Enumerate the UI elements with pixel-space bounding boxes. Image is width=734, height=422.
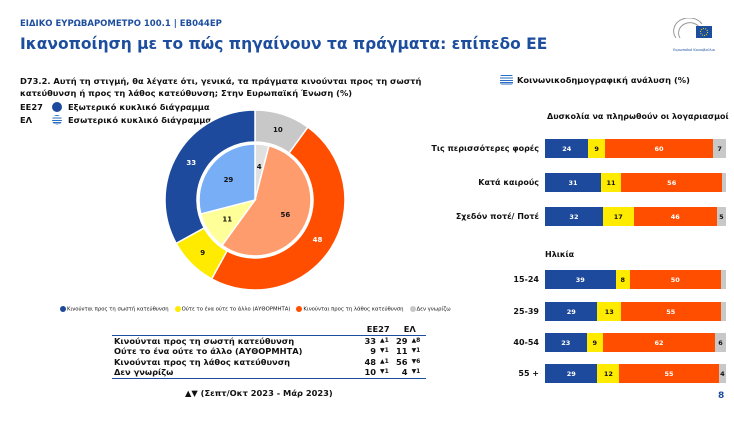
page-number: 8 — [718, 391, 725, 401]
bar-segment: 32 — [545, 207, 603, 226]
pie-outer-label-0: 33 — [186, 159, 196, 167]
bar-category-label: Τις περισσότερες φορές — [431, 144, 539, 153]
bar-segment: 17 — [602, 207, 634, 226]
bills-title: Δυσκολία να πληρωθούν οι λογαριασμοί — [547, 112, 729, 121]
super-title: ΕΙΔΙΚΟ ΕΥΡΩΒΑΡΟΜΕΤΡΟ 100.1 | EB044EP — [20, 19, 222, 29]
bar-segment: 13 — [597, 302, 621, 321]
pie-inner-label-2: 56 — [281, 211, 291, 219]
bar-segment: 8 — [615, 270, 631, 289]
pie-chart: 10 48 9 33 4 56 11 29 — [164, 109, 346, 291]
bar-segment: 4 — [718, 364, 726, 383]
pie-outer-label-1: 9 — [200, 249, 205, 257]
legend-inner: ΕΛ Εσωτερικό κυκλικό διάγραμμα — [20, 115, 212, 125]
bar-segment: 29 — [545, 364, 598, 383]
bar-category-label: Κατά καιρούς — [478, 178, 539, 187]
pie-inner-slice-0 — [198, 143, 256, 215]
pie-inner-label-0: 29 — [224, 176, 234, 184]
table-row: Κινούνται προς τη λάθος κατεύθυνση 48 ▲1 56… — [114, 356, 421, 367]
bar-segment: 62 — [602, 333, 716, 352]
bar-segment: 12 — [597, 364, 620, 383]
change-note: ▲▼ (Σεπτ/Οκτ 2023 - Μάρ 2023) — [185, 388, 333, 398]
greek-flag-icon — [500, 75, 513, 85]
page-title: Ικανοποίηση με το πώς πηγαίνουν τα πράγμ… — [20, 35, 548, 53]
bar-segment — [722, 173, 726, 192]
bar-category-label: 40-54 — [513, 338, 539, 347]
pie-inner-label-1: 11 — [222, 215, 232, 223]
bar-segment: 5 — [716, 207, 726, 226]
table-row: Δεν γνωρίζω 10 ▼1 4 ▼1 — [114, 367, 421, 377]
question-text: D73.2. Αυτή τη στιγμή, θα λέγατε ότι, γε… — [20, 76, 422, 98]
legend-outer: ΕΕ27 Εξωτερικό κυκλικό διάγραμμα — [20, 102, 210, 112]
bar-segment — [720, 302, 726, 321]
stacked-bar: 31 11 56 — [545, 173, 726, 192]
bar-segment: 56 — [621, 173, 723, 192]
bar-segment: 6 — [715, 333, 726, 352]
table-row: Ούτε το ένα ούτε το άλλο (ΑΥΘΟΡΜΗΤΑ) 9 ▼1 1… — [114, 346, 421, 356]
bar-segment: 7 — [713, 139, 726, 158]
pie-inner-label-3: 4 — [257, 163, 262, 171]
stacked-bar: 24 9 60 7 — [545, 139, 726, 158]
bar-segment: 55 — [619, 364, 719, 383]
greek-flag-icon — [52, 115, 62, 125]
bar-segment: 9 — [586, 333, 603, 352]
bar-category-label: 55 + — [518, 369, 539, 378]
bar-segment: 24 — [545, 139, 589, 158]
bar-category-label: 15-24 — [513, 275, 539, 284]
stacked-bar: 29 13 55 — [545, 302, 726, 321]
bar-segment: 50 — [630, 270, 721, 289]
bar-segment: 11 — [601, 173, 622, 192]
pie-inner-slice-2 — [221, 144, 312, 257]
bar-segment: 23 — [545, 333, 587, 352]
stacked-bar: 29 12 55 4 — [545, 364, 726, 383]
bar-segment: 46 — [633, 207, 717, 226]
pie-outer-label-3: 10 — [273, 126, 283, 134]
bottom-legend: Κινούνται προς τη σωστή κατεύθυνση Ούτε … — [60, 306, 451, 313]
bar-segment: 60 — [604, 139, 714, 158]
bar-segment: 55 — [621, 302, 721, 321]
dot-icon — [52, 102, 62, 112]
age-title: Ηλικία — [545, 250, 575, 259]
bar-segment: 9 — [588, 139, 605, 158]
bar-segment — [720, 270, 726, 289]
pie-outer-label-2: 48 — [313, 236, 323, 244]
bar-segment: 31 — [545, 173, 602, 192]
pie-outer-slice-0 — [164, 109, 256, 245]
bar-segment: 29 — [545, 302, 598, 321]
stacked-bar: 32 17 46 5 — [545, 207, 726, 226]
stacked-bar: 39 8 50 — [545, 270, 726, 289]
summary-table: ΕΕ27 ΕΛ Κινούνται προς τη σωστή κατεύθυνσ… — [112, 324, 426, 379]
right-section-title: Κοινωνικοδημογραφική ανάλυση (%) — [500, 75, 690, 85]
bar-category-label: Σχεδόν ποτέ/ Ποτέ — [455, 212, 539, 221]
bar-category-label: 25-39 — [513, 307, 539, 316]
bar-segment: 39 — [545, 270, 616, 289]
stacked-bar: 23 9 62 6 — [545, 333, 726, 352]
table-row: Κινούνται προς τη σωστή κατεύθυνση 33 ▲1 29… — [114, 335, 421, 346]
pie-outer-slice-2 — [210, 126, 346, 291]
ep-logo: Ευρωπαϊκό Κοινοβούλιο — [672, 17, 716, 52]
